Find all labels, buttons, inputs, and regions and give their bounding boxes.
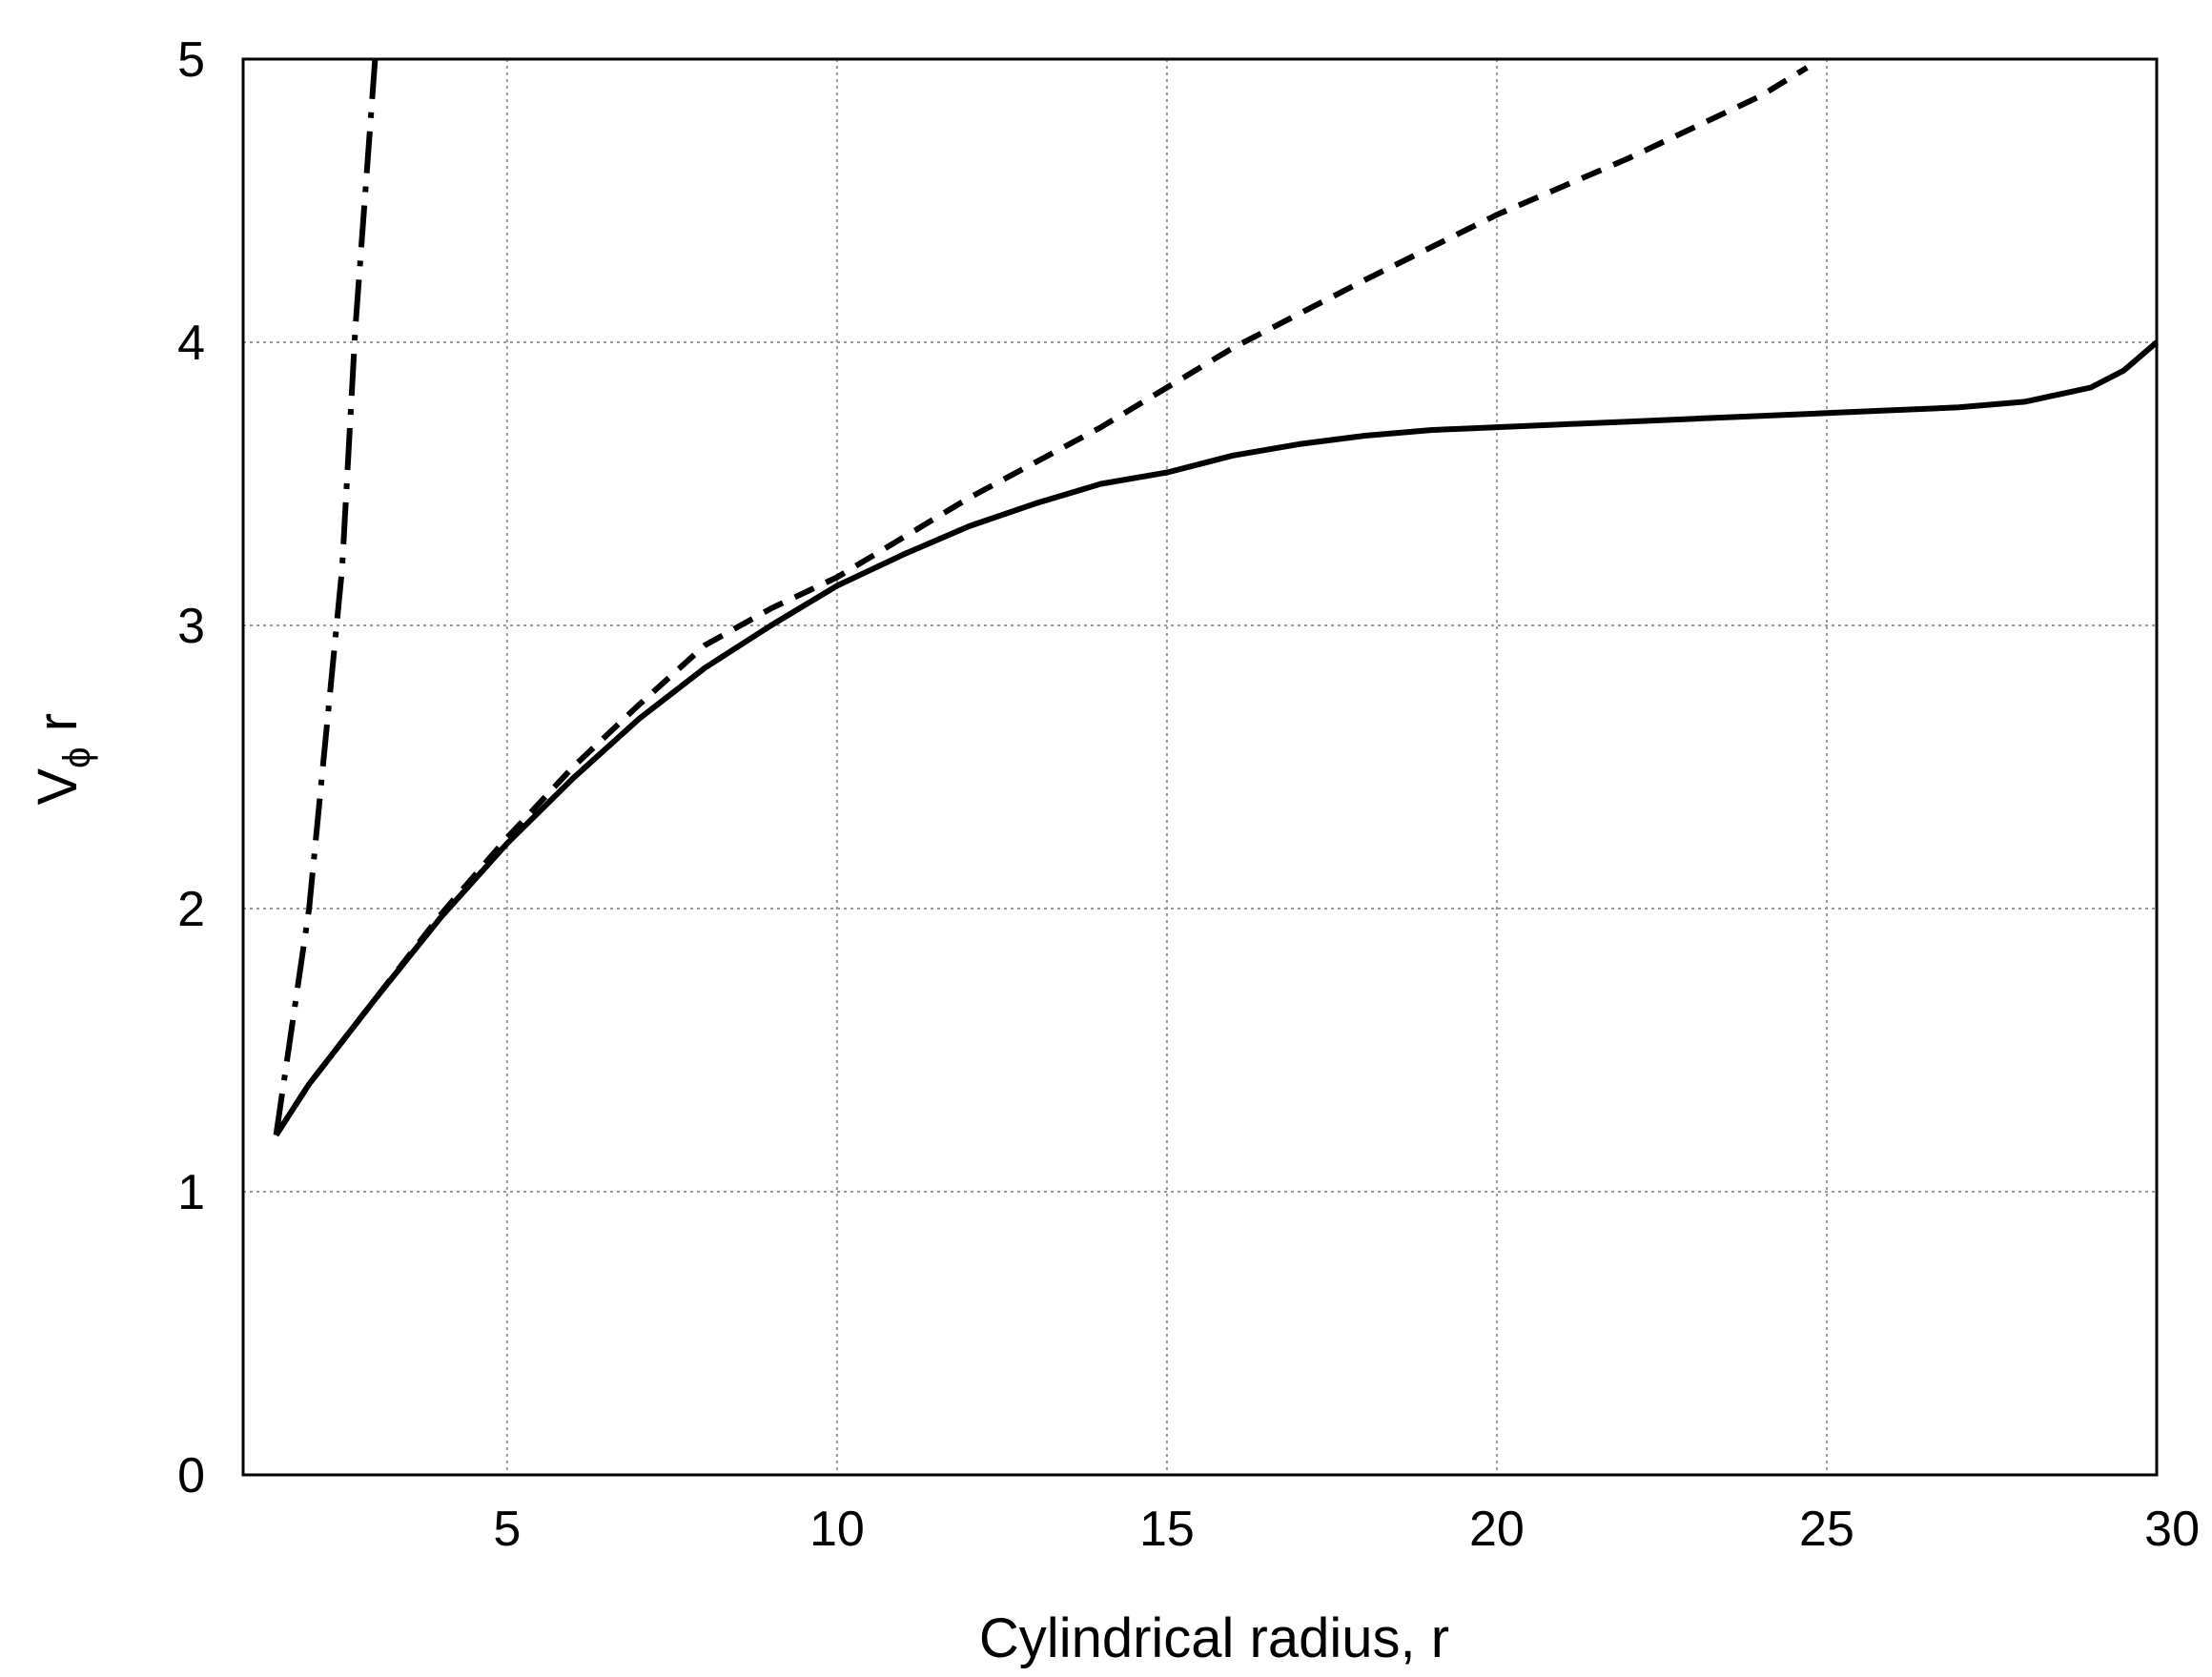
y-tick-label: 5 — [177, 32, 205, 88]
series-line-solid — [276, 342, 2157, 1135]
y-axis-label: Vϕ r — [27, 713, 98, 806]
y-tick-label: 3 — [177, 599, 205, 654]
series-lines — [276, 59, 2157, 1135]
y-tick-label: 0 — [177, 1448, 205, 1503]
series-line-dashed — [276, 68, 1808, 1135]
x-tick-label: 5 — [493, 1502, 521, 1557]
y-axis-label-tail: r — [27, 713, 89, 746]
y-tick-label: 1 — [177, 1165, 205, 1220]
x-tick-label: 30 — [2144, 1502, 2200, 1557]
x-tick-label: 20 — [1469, 1502, 1525, 1557]
tick-labels: 5 10 15 20 25 30 0 1 2 3 4 5 — [177, 32, 2200, 1557]
y-axis-label-subscript: ϕ — [56, 746, 98, 767]
plot-frame — [243, 59, 2157, 1475]
series-line-dash-dot — [276, 59, 376, 1135]
x-tick-label: 10 — [809, 1502, 865, 1557]
y-axis-label-main: V — [27, 768, 89, 806]
y-tick-label: 4 — [177, 316, 205, 371]
x-tick-label: 15 — [1139, 1502, 1195, 1557]
y-tick-label: 2 — [177, 882, 205, 937]
grid-lines — [243, 59, 2157, 1475]
x-tick-label: 25 — [1799, 1502, 1854, 1557]
x-axis-label: Cylindrical radius, r — [979, 1607, 1449, 1669]
